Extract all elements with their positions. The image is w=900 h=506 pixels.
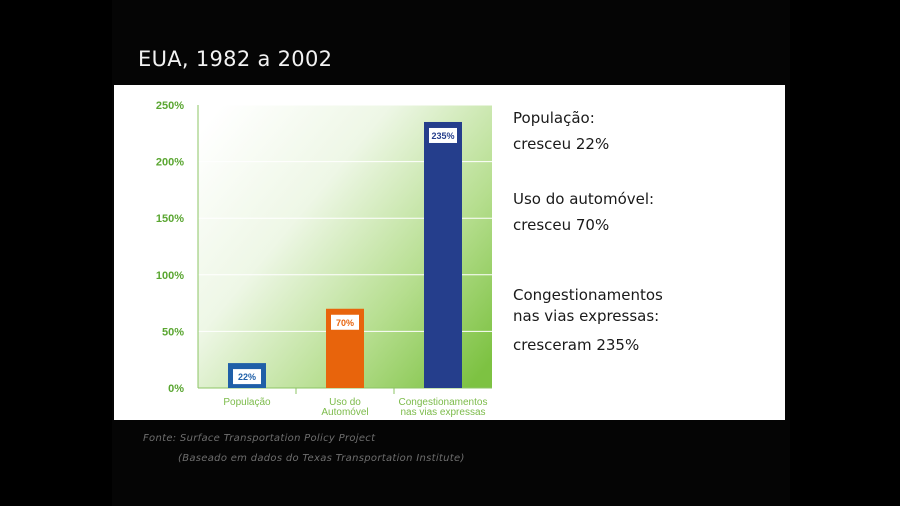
x-category-label: Uso do <box>329 397 361 408</box>
data-label: 235% <box>431 131 454 141</box>
stat-car-use: Uso do automóvel: cresceu 70% <box>513 189 773 236</box>
source-note: (Baseado em dados do Texas Transportatio… <box>178 453 465 464</box>
bar <box>424 121 462 389</box>
y-tick-label: 200% <box>156 157 184 169</box>
stat-population-value: cresceu 22% <box>513 135 610 153</box>
stat-car-use-label: Uso do automóvel: <box>513 190 655 208</box>
stat-population: População: cresceu 22% <box>513 108 773 155</box>
content-box: 0% 50% 100% 150% 200% 250% 22% População 70% Uso … <box>114 85 785 420</box>
stat-car-use-value: cresceu 70% <box>513 216 610 234</box>
x-category-label: nas vias expressas <box>400 407 485 418</box>
x-category-label: Congestionamentos <box>399 397 488 408</box>
y-tick-label: 250% <box>156 100 184 112</box>
stat-population-label: População: <box>513 109 595 127</box>
slide-title: EUA, 1982 a 2002 <box>138 47 333 71</box>
x-category-label: População <box>223 397 271 408</box>
bar-chart: 0% 50% 100% 150% 200% 250% 22% População 70% Uso … <box>156 100 492 418</box>
y-tick-label: 50% <box>162 326 184 338</box>
data-label-box <box>429 127 457 143</box>
stat-congestion-label: Congestionamentos nas vias expressas: <box>513 286 663 325</box>
y-tick-label: 100% <box>156 270 184 282</box>
source-citation: Fonte: Surface Transportation Policy Pro… <box>143 433 376 444</box>
y-tick-label: 150% <box>156 213 184 225</box>
y-tick-label: 0% <box>168 383 184 395</box>
data-label-box <box>233 369 261 385</box>
stat-congestion: Congestionamentos nas vias expressas: cr… <box>513 285 773 356</box>
data-label-box <box>331 314 359 330</box>
data-label: 22% <box>238 372 256 382</box>
stat-congestion-value: cresceram 235% <box>513 336 640 354</box>
x-category-label: Automóvel <box>321 407 368 418</box>
data-label: 70% <box>336 318 354 328</box>
